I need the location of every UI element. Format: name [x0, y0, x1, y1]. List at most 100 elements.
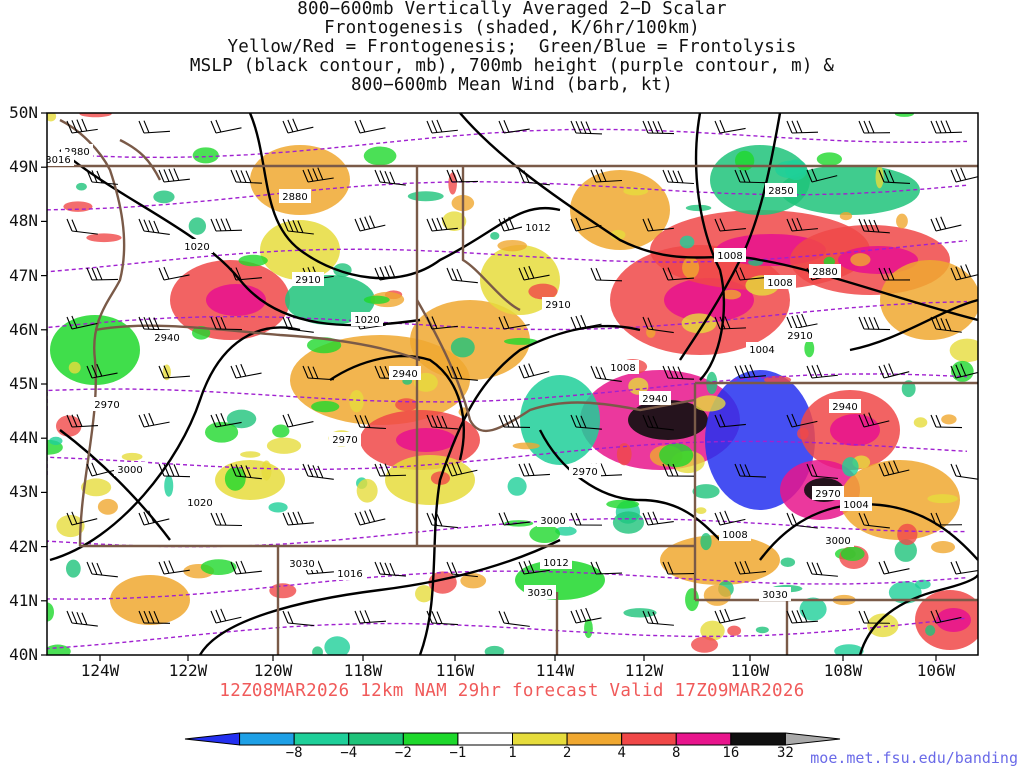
- shading-speck: [951, 360, 974, 382]
- height-contour-label: 3000: [537, 513, 569, 527]
- height-contour: [47, 128, 968, 160]
- height-contour-label: 2880: [809, 264, 841, 278]
- lon-label: 112W: [624, 661, 664, 680]
- shading-speck: [941, 414, 957, 425]
- shading-speck: [528, 283, 558, 300]
- lon-label: 116W: [435, 661, 475, 680]
- shading-core: [936, 608, 971, 632]
- wind-barb: [230, 463, 262, 480]
- wind-barb: [446, 561, 478, 578]
- shading-speck: [623, 608, 657, 618]
- wind-barb: [642, 218, 674, 232]
- lon-label: 120W: [253, 661, 293, 680]
- shading-speck: [507, 477, 527, 496]
- wind-barb: [138, 316, 171, 331]
- wind-barb: [498, 610, 530, 627]
- height-contour: [47, 181, 968, 211]
- svg-text:3000: 3000: [540, 516, 565, 527]
- wind-barb: [282, 218, 314, 235]
- wind-barb: [66, 610, 98, 627]
- shading-core: [830, 414, 880, 446]
- wind-barb: [66, 218, 98, 235]
- shading-speck: [363, 295, 390, 304]
- lat-label: 42N: [9, 536, 38, 556]
- svg-text:3000: 3000: [825, 536, 850, 547]
- lon-label: 114W: [535, 661, 575, 680]
- height-contour-label: 2910: [542, 297, 574, 311]
- svg-text:1012: 1012: [543, 558, 568, 569]
- wind-barb: [570, 414, 602, 430]
- shading-core: [664, 278, 754, 322]
- wind-barb: [590, 365, 622, 383]
- wind-barb: [714, 414, 746, 428]
- colorbar-label: 32: [776, 745, 794, 761]
- shading-speck: [612, 511, 645, 534]
- wind-barb: [374, 561, 406, 577]
- colorbar-label: 1: [508, 745, 517, 761]
- shading-speck: [584, 618, 593, 639]
- shading-speck: [450, 337, 475, 358]
- svg-text:2940: 2940: [832, 402, 857, 413]
- colorbar-swatch: [348, 732, 404, 746]
- height-contour-label: 3030: [286, 556, 318, 570]
- svg-text:1008: 1008: [717, 251, 742, 262]
- shading-speck: [81, 478, 112, 497]
- wind-barb: [498, 315, 530, 330]
- wind-barb: [518, 463, 550, 477]
- shading-speck: [97, 498, 118, 515]
- wind-barb: [734, 267, 766, 281]
- shading-region: [130, 113, 190, 210]
- wind-barb: [282, 316, 314, 333]
- shading-speck: [503, 337, 538, 345]
- svg-text:2880: 2880: [812, 267, 837, 278]
- shading-speck: [894, 113, 914, 117]
- wind-barb: [590, 169, 622, 183]
- lat-label: 45N: [9, 374, 38, 393]
- colorbar-label: 8: [672, 745, 681, 761]
- colorbar-swatch: [730, 732, 786, 746]
- wind-barb: [714, 510, 746, 526]
- state-borders: [47, 118, 978, 655]
- shading-speck: [240, 451, 261, 458]
- shading-speck: [415, 585, 433, 603]
- shading-speck: [616, 443, 632, 466]
- border-line: [59, 118, 126, 547]
- shading-speck: [721, 289, 742, 300]
- shading-speck: [700, 533, 712, 551]
- wind-barb: [786, 120, 819, 134]
- shading-speck: [363, 146, 397, 166]
- lat-label: 40N: [9, 645, 38, 664]
- lon-label: 110W: [730, 661, 770, 680]
- mslp-contour-label: 1012: [540, 555, 572, 569]
- lon-label: 118W: [343, 661, 383, 680]
- shading-speck: [200, 559, 237, 576]
- colorbar-label: 16: [722, 745, 740, 761]
- wind-barb: [354, 215, 386, 232]
- wind-barb: [930, 316, 962, 333]
- wind-barb: [642, 610, 674, 626]
- shading-core: [396, 428, 456, 452]
- credit-url: moe.met.fsu.edu/banding: [810, 749, 1018, 767]
- wind-barb: [714, 608, 746, 624]
- wind-barb: [858, 610, 891, 624]
- wind-barb: [446, 461, 478, 477]
- lat-label: 48N: [9, 211, 38, 231]
- wind-barb: [930, 609, 962, 624]
- lat-label: 47N: [9, 265, 38, 285]
- mslp-contour: [49, 326, 301, 562]
- svg-text:2940: 2940: [392, 369, 417, 380]
- mslp-contour: [418, 324, 641, 655]
- wind-barb: [210, 512, 243, 527]
- wind-barb: [426, 119, 458, 134]
- shading-speck: [816, 152, 842, 166]
- height-contour-label: 3030: [524, 585, 556, 599]
- shading-speck: [850, 253, 871, 267]
- mslp-contour: [248, 113, 561, 280]
- height-contour-label: 2850: [765, 183, 797, 197]
- wind-barb: [518, 560, 550, 575]
- wind-barb: [642, 316, 674, 334]
- wind-barb: [86, 561, 118, 578]
- shading-speck: [804, 339, 815, 358]
- wind-barb: [210, 316, 243, 331]
- mslp-contour: [759, 503, 978, 561]
